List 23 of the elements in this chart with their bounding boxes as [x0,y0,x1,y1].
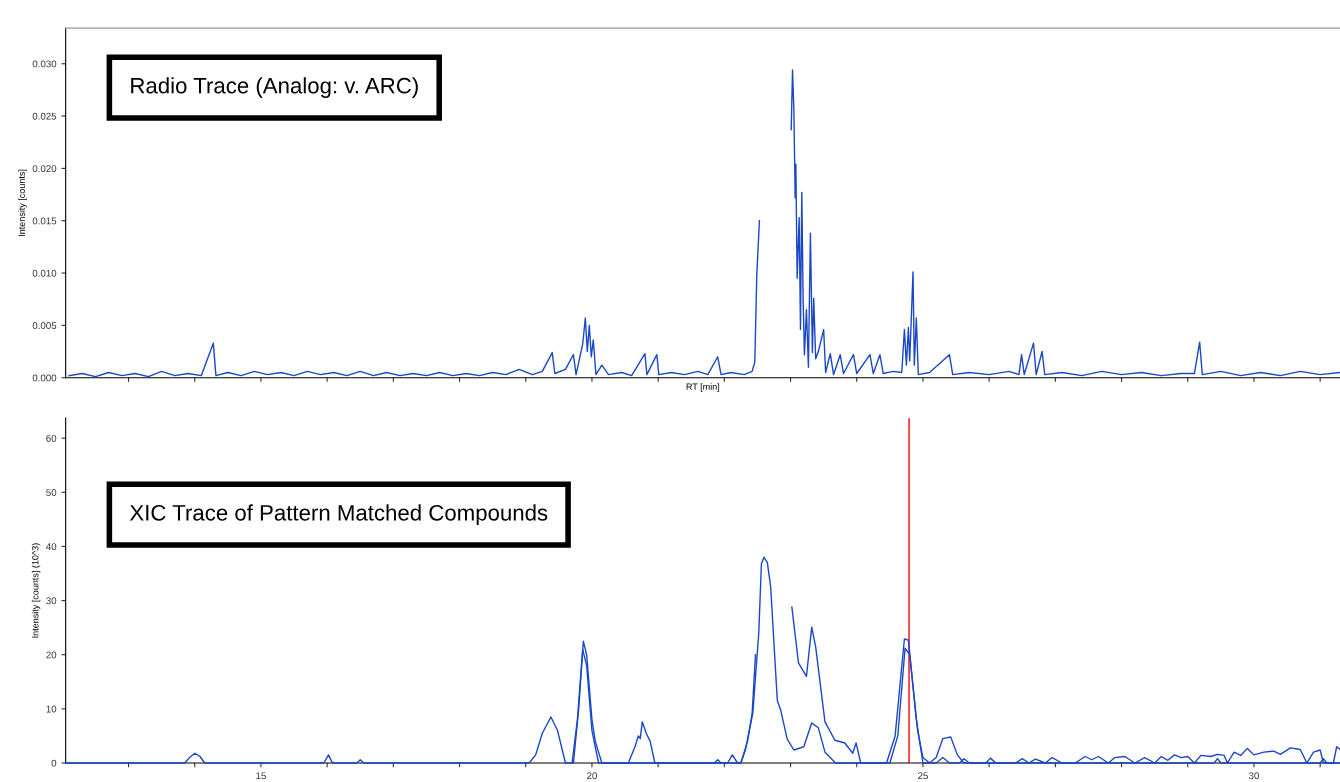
y-axis-title: Intensity [counts] (10^3) [31,543,41,638]
y-axis-title: Intensity [counts] [18,169,27,236]
y-tick-label: 0.000 [32,374,57,382]
y-tick-label: 0 [51,759,57,767]
y-tick-label: 0.015 [32,217,57,225]
y-tick-label: 20 [46,651,57,659]
x-tick-label: 30 [1248,772,1259,780]
x-axis-title: RT [min] [686,383,720,392]
y-tick-label: 0.025 [32,112,57,120]
y-tick-label: 40 [46,543,57,551]
y-tick-label: 0.030 [32,60,57,68]
x-tick-label: 25 [918,772,928,780]
x-tick-label: 20 [587,772,597,780]
y-tick-label: 0.020 [32,165,57,173]
y-tick-label: 30 [46,597,57,605]
y-tick-label: 10 [46,705,57,713]
y-tick-label: 50 [46,489,57,496]
y-tick-label: 60 [46,434,57,442]
annotation: XIC Trace of Pattern Matched Compounds [129,504,548,526]
y-tick-label: 0.005 [32,322,57,329]
y-tick-label: 0.010 [32,269,57,277]
x-tick-label: 15 [256,772,266,780]
annotation: Radio Trace (Analog: v. ARC) [131,77,418,98]
